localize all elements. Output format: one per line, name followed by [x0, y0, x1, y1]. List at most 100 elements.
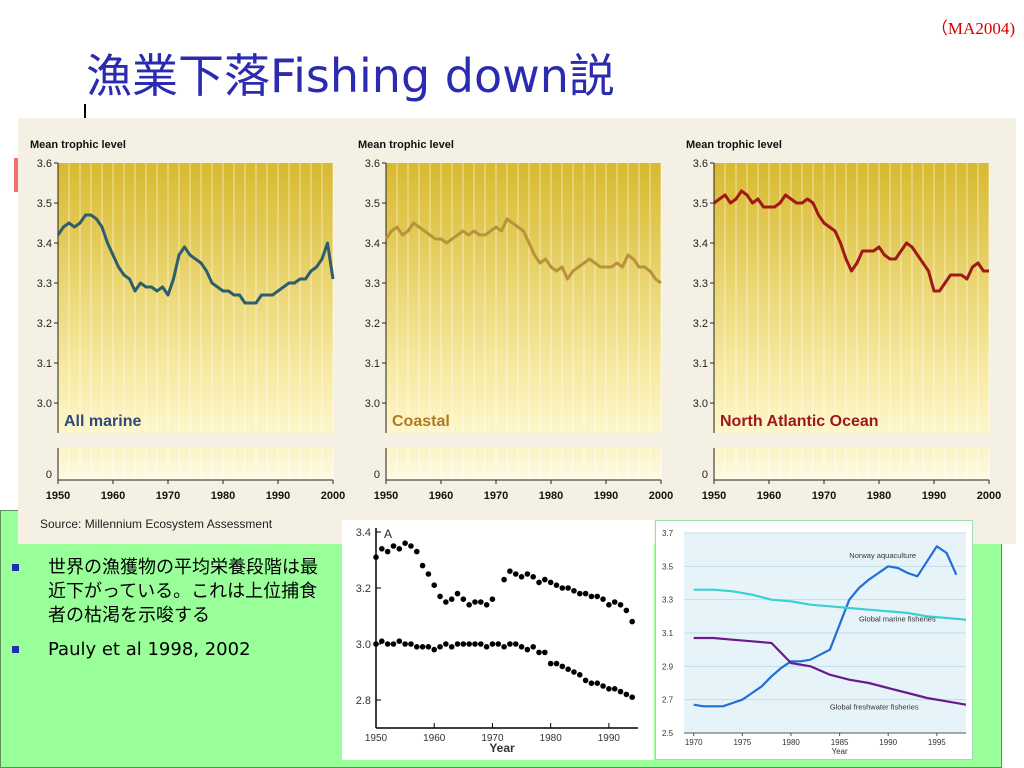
data-point — [501, 644, 507, 650]
data-point — [507, 641, 513, 647]
x-tick-label: 1960 — [101, 490, 125, 502]
x-tick-label: 1990 — [879, 738, 897, 747]
trophic-panel: Mean trophic level 3.6 3.5 3.4 3.3 3.2 3.1 3.0 0… — [30, 139, 345, 502]
data-point — [553, 660, 560, 667]
y-tick-label: 3.3 — [37, 278, 52, 290]
aquaculture-chart: 3.7 3.5 3.3 3.1 2.9 2.7 2.5 1970 1975 1980 1985 199… — [655, 520, 973, 760]
y-axis-title: Mean trophic level — [686, 139, 782, 151]
x-tick-label: 1960 — [429, 490, 453, 502]
data-point — [437, 593, 443, 600]
y-tick-label: 3.6 — [693, 158, 708, 170]
data-point — [611, 599, 618, 605]
data-point — [617, 602, 624, 608]
data-point — [425, 644, 432, 650]
y-tick-label: 3.2 — [365, 318, 380, 330]
title-divider — [84, 104, 86, 124]
data-point — [571, 588, 577, 594]
bullet-text: Pauly et al 1998, 2002 — [48, 639, 251, 660]
data-point — [582, 590, 589, 597]
plot-background — [386, 163, 661, 433]
series-line — [693, 636, 967, 706]
data-point — [559, 585, 566, 591]
x-tick-label: 1995 — [928, 738, 946, 747]
data-point — [524, 646, 531, 653]
data-point — [547, 579, 554, 586]
data-point — [413, 548, 420, 555]
citation: （MA2004) — [930, 19, 1015, 38]
y-tick-label: 2.9 — [662, 662, 674, 671]
data-point — [606, 602, 612, 608]
x-tick-label: 1950 — [374, 490, 398, 502]
data-point — [460, 596, 467, 602]
data-point — [489, 596, 496, 602]
y-axis-title: Mean trophic level — [30, 139, 126, 151]
series-line — [693, 588, 967, 621]
x-tick-label: 2000 — [977, 490, 1001, 502]
data-point — [629, 618, 635, 625]
data-point — [419, 562, 426, 569]
x-tick-label: 1980 — [782, 738, 800, 747]
y-tick-label: 3.6 — [365, 158, 380, 170]
data-point — [576, 672, 583, 678]
data-point — [565, 585, 571, 591]
y-tick-label: 3.0 — [693, 398, 708, 410]
y-tick-label: 3.5 — [662, 562, 674, 571]
data-point — [472, 599, 478, 605]
data-point — [547, 660, 554, 667]
y-tick-label: 3.2 — [693, 318, 708, 330]
y-tick-label: 3.1 — [662, 629, 674, 638]
data-point — [611, 686, 618, 692]
region-label: North Atlantic Ocean — [720, 413, 879, 430]
zero-band — [386, 448, 661, 480]
data-point — [512, 571, 519, 577]
y-tick-label: 3.0 — [37, 398, 52, 410]
data-point — [396, 546, 403, 552]
data-point — [512, 641, 519, 647]
y-tick-label: 3.0 — [365, 398, 380, 410]
zero-band — [714, 448, 989, 480]
series-label: Global freshwater fisheries — [830, 703, 919, 712]
data-point — [542, 576, 548, 583]
data-point — [390, 641, 397, 647]
data-point — [576, 590, 583, 597]
plot-background — [58, 163, 333, 433]
data-point — [507, 568, 513, 574]
region-label: All marine — [64, 413, 141, 430]
y-tick-label: 3.3 — [693, 278, 708, 290]
x-tick-label: 1950 — [702, 490, 726, 502]
data-point — [606, 686, 612, 692]
data-point — [472, 641, 478, 647]
trophic-panel: Mean trophic level 3.6 3.5 3.4 3.3 3.2 3.1 3.0 0… — [358, 139, 673, 502]
y-tick-label: 3.2 — [37, 318, 52, 330]
y-tick-label: 3.4 — [365, 238, 380, 250]
plot-background — [714, 163, 989, 433]
data-point — [408, 641, 414, 647]
y-tick-label: 3.5 — [693, 198, 708, 210]
aquaculture-svg: 3.7 3.5 3.3 3.1 2.9 2.7 2.5 1970 1975 1980 1985 199… — [662, 529, 967, 756]
scatter-chart: 3.4 3.2 3.0 2.8 1950 1960 1970 1980 1990 Year A — [342, 520, 654, 760]
data-point — [530, 574, 536, 580]
x-tick-label: 1950 — [46, 490, 70, 502]
data-point — [466, 641, 472, 647]
y-tick-label: 2.7 — [662, 696, 674, 705]
data-point — [530, 644, 536, 650]
x-tick-label: 1970 — [481, 733, 504, 744]
bullet-list: 世界の漁獲物の平均栄養段階は最近下がっている。これは上位捕食者の枯渇を示唆する … — [12, 556, 322, 672]
trend-line — [56, 213, 335, 305]
data-point — [582, 677, 589, 684]
y-tick-label: 2.5 — [662, 729, 674, 738]
data-point — [489, 641, 496, 647]
x-tick-label: 1970 — [812, 490, 836, 502]
data-point — [402, 641, 408, 647]
region-label: Coastal — [392, 413, 450, 430]
trend-line — [384, 217, 662, 285]
data-point — [542, 649, 548, 656]
y-tick-label: 3.1 — [37, 358, 52, 370]
data-point — [588, 593, 595, 600]
x-tick-label: 2000 — [649, 490, 673, 502]
data-point — [483, 644, 490, 650]
y-tick-label: 3.7 — [662, 529, 674, 538]
data-point — [617, 688, 624, 695]
x-tick-label: 1990 — [922, 490, 946, 502]
x-tick-label: 1970 — [156, 490, 180, 502]
